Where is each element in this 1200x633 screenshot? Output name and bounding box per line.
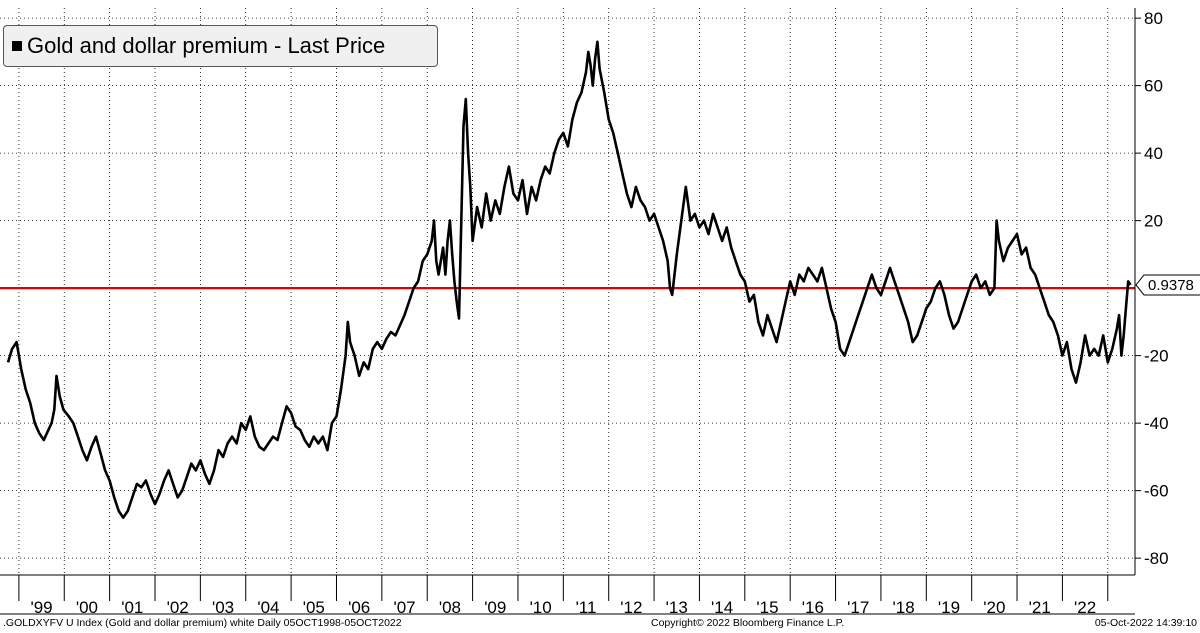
x-tick-label: '00	[76, 598, 98, 617]
x-tick-label: '07	[393, 598, 415, 617]
x-tick-label: '10	[530, 598, 552, 617]
x-tick-label: '01	[121, 598, 143, 617]
y-tick-label: -40	[1144, 414, 1169, 433]
grid	[0, 8, 1135, 575]
y-tick-label: -20	[1144, 347, 1169, 366]
x-tick-label: '22	[1074, 598, 1096, 617]
x-tick-label: '17	[847, 598, 869, 617]
last-value-tag	[1135, 274, 1200, 296]
y-tick-label: 40	[1144, 144, 1163, 163]
series	[6, 40, 1132, 519]
legend-label: Gold and dollar premium - Last Price	[27, 33, 386, 58]
x-tick-label: '03	[212, 598, 234, 617]
x-tick-label: '02	[167, 598, 189, 617]
x-tick-label: '05	[303, 598, 325, 617]
x-tick-label: '08	[439, 598, 461, 617]
x-tick-label: '09	[484, 598, 506, 617]
x-tick-label: '99	[30, 598, 52, 617]
x-tick-label: '20	[983, 598, 1005, 617]
footer-index-info: .GOLDXYFV U Index (Gold and dollar premi…	[3, 617, 402, 629]
x-tick-label: '15	[756, 598, 778, 617]
x-tick-label: '16	[802, 598, 824, 617]
last-value-label: 0.9378	[1135, 274, 1200, 296]
footer-timestamp: 05-Oct-2022 14:39:10	[1094, 617, 1197, 629]
y-tick-label: -80	[1144, 549, 1169, 568]
y-tick-label: -60	[1144, 482, 1169, 501]
x-tick-label: '13	[666, 598, 688, 617]
x-axis: '99 '00 '01 '02 '03 '04 '05 '06 '07 '08 '09 '10 '11 '…	[0, 574, 1135, 617]
y-axis: 80 60 40 20 -20 -40 -60 -80	[1134, 8, 1169, 575]
y-tick-label: 80	[1144, 9, 1163, 28]
x-tick-label: '12	[620, 598, 642, 617]
x-tick-label: '14	[711, 598, 733, 617]
x-tick-label: '04	[257, 598, 279, 617]
series-line	[6, 40, 1132, 519]
x-tick-label: '19	[938, 598, 960, 617]
legend-marker-icon	[12, 41, 22, 51]
last-value-text: 0.9378	[1148, 277, 1194, 294]
footer-copyright: Copyright© 2022 Bloomberg Finance L.P.	[651, 617, 845, 629]
y-tick-label: 20	[1144, 212, 1163, 231]
x-tick-label: '18	[893, 598, 915, 617]
x-tick-label: '21	[1029, 598, 1051, 617]
x-tick-label: '11	[576, 598, 597, 617]
x-tick-label: '06	[348, 598, 370, 617]
y-tick-label: 60	[1144, 77, 1163, 96]
legend: Gold and dollar premium - Last Price	[3, 25, 438, 67]
